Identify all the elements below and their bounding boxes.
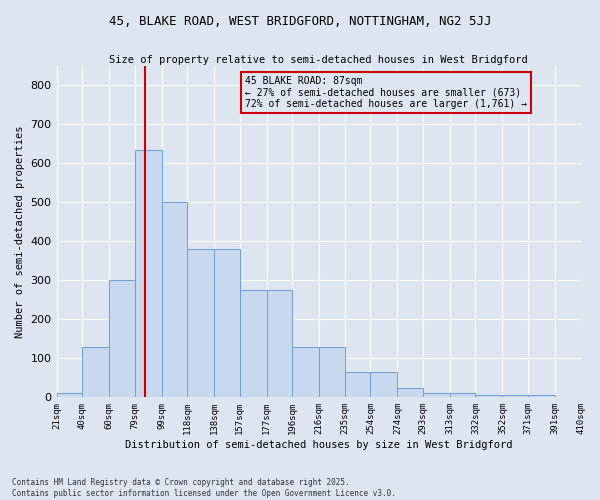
Bar (528, 396, 555, 398)
Bar (134, 150, 161, 398)
Text: Contains HM Land Registry data © Crown copyright and database right 2025.
Contai: Contains HM Land Registry data © Crown c… (12, 478, 396, 498)
Bar (292, 346, 319, 398)
Bar (82, 346, 109, 398)
Bar (187, 249, 214, 398)
Bar (475, 396, 502, 398)
Text: 45, BLAKE ROAD, WEST BRIDGFORD, NOTTINGHAM, NG2 5JJ: 45, BLAKE ROAD, WEST BRIDGFORD, NOTTINGH… (109, 15, 491, 28)
Bar (109, 280, 134, 398)
Bar (423, 394, 450, 398)
Bar (450, 394, 475, 398)
Y-axis label: Number of semi-detached properties: Number of semi-detached properties (15, 126, 25, 338)
Bar (266, 290, 292, 398)
Bar (214, 249, 240, 398)
Bar (319, 346, 345, 398)
Bar (161, 202, 187, 398)
Title: Size of property relative to semi-detached houses in West Bridgford: Size of property relative to semi-detach… (109, 55, 528, 65)
X-axis label: Distribution of semi-detached houses by size in West Bridgford: Distribution of semi-detached houses by … (125, 440, 512, 450)
Bar (370, 372, 397, 398)
Bar (56, 394, 82, 398)
Bar (397, 388, 423, 398)
Bar (345, 372, 370, 398)
Bar (240, 290, 266, 398)
Bar (502, 396, 528, 398)
Text: 45 BLAKE ROAD: 87sqm
← 27% of semi-detached houses are smaller (673)
72% of semi: 45 BLAKE ROAD: 87sqm ← 27% of semi-detac… (245, 76, 527, 109)
